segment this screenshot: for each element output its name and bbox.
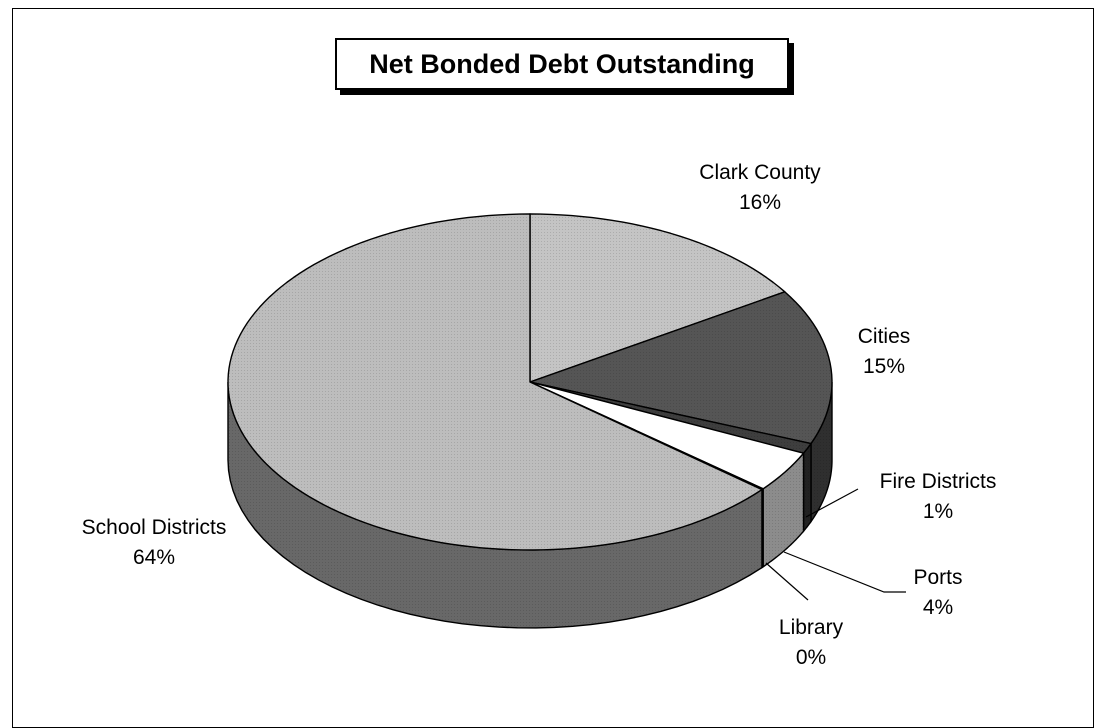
- slice-label-ports: Ports: [913, 566, 962, 589]
- leader-line-fire-districts: [805, 488, 859, 518]
- pie-side-cities-texture: [811, 382, 832, 522]
- pie-slice-school-districts-texture: [228, 214, 762, 550]
- pie-slice-cities-texture: [530, 291, 832, 444]
- slice-value-clark-county: 16%: [739, 191, 781, 214]
- leader-line-ports: [783, 551, 906, 593]
- slice-value-library: 0%: [796, 646, 826, 669]
- slice-value-fire-districts: 1%: [923, 500, 953, 523]
- slice-value-cities: 15%: [863, 355, 905, 378]
- pie-side-fire-districts-texture: [803, 443, 811, 532]
- slice-label-clark-county: Clark County: [699, 161, 821, 184]
- pie-slice-ports: [529, 381, 805, 490]
- slice-value-school-districts: 64%: [133, 546, 175, 569]
- chart-title: Net Bonded Debt Outstanding: [335, 38, 789, 90]
- pie-slice-clark-county-texture: [530, 214, 785, 382]
- slice-label-school-districts: School Districts: [82, 516, 227, 539]
- slice-label-library: Library: [779, 616, 844, 639]
- slice-value-ports: 4%: [923, 596, 953, 619]
- slice-label-fire-districts: Fire Districts: [880, 470, 997, 493]
- pie-side-school-districts-texture: [228, 382, 762, 628]
- slice-label-cities: Cities: [858, 325, 911, 348]
- pie-chart: Clark County 16% Cities 15% Fire Districts 1%…: [82, 161, 997, 669]
- leader-line-library: [765, 562, 809, 601]
